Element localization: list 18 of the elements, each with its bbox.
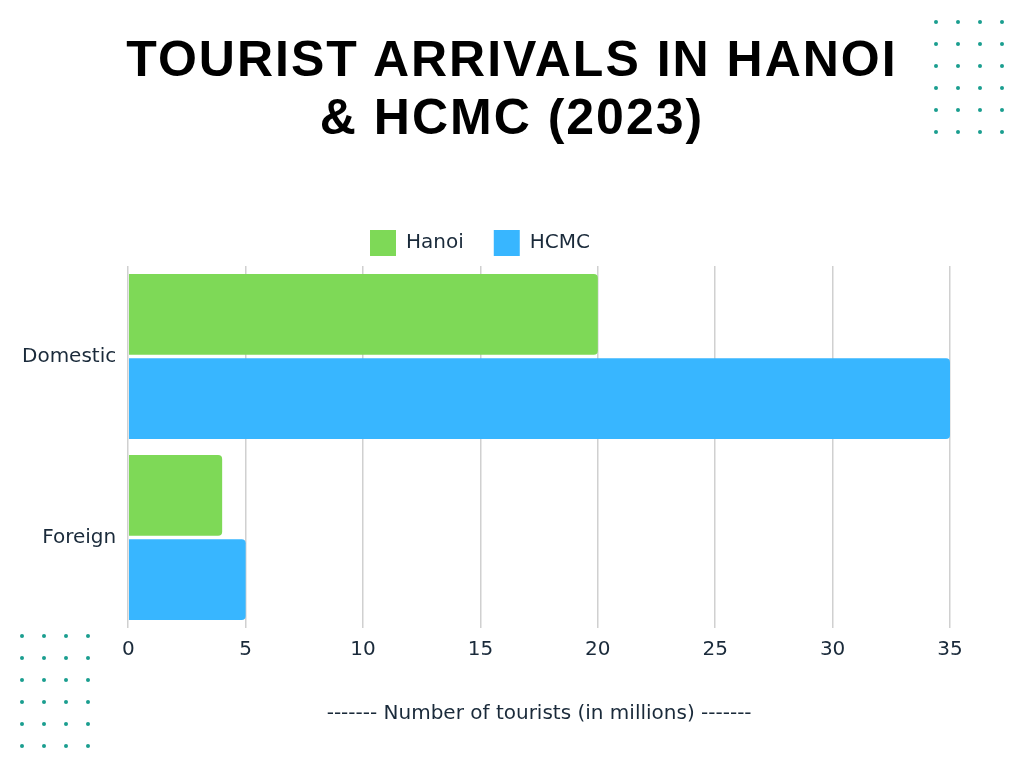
x-axis-title: ------- Number of tourists (in millions) ------- — [326, 700, 752, 725]
x-tick-label: 20 — [585, 636, 611, 661]
x-tick-label: 15 — [467, 636, 494, 661]
chart-title: TOURIST ARRIVALS IN HANOI & HCMC (2023) — [125, 30, 899, 146]
x-tick-label: 25 — [702, 636, 728, 661]
bar — [128, 274, 598, 355]
bar — [128, 358, 950, 439]
x-tick-label: 0 — [121, 636, 135, 661]
x-tick-label: 5 — [239, 636, 252, 661]
legend-label: Hanoi — [406, 229, 464, 254]
x-tick-label: 10 — [350, 636, 376, 661]
y-tick-label: Domestic — [21, 342, 117, 367]
bar — [128, 539, 246, 620]
bar — [128, 455, 223, 536]
x-tick-label: 35 — [937, 636, 963, 661]
x-tick-label: 30 — [819, 636, 846, 661]
y-tick-label: Foreign — [42, 523, 117, 548]
legend-label: HCMC — [529, 229, 590, 254]
